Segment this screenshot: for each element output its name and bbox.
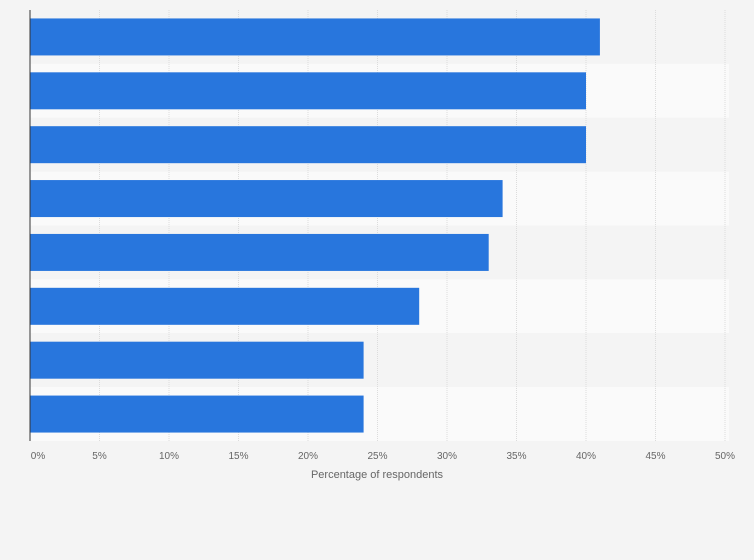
x-tick-label: 45% — [645, 451, 665, 462]
x-tick-label: 5% — [92, 451, 107, 462]
bar[interactable] — [30, 72, 586, 110]
bar[interactable] — [30, 233, 489, 271]
bar[interactable] — [30, 395, 364, 433]
x-tick-label: 20% — [298, 451, 318, 462]
x-tick-label: 50% — [715, 451, 735, 462]
x-tick-label: 40% — [576, 451, 596, 462]
x-axis-label: Percentage of respondents — [311, 469, 444, 481]
bar[interactable] — [30, 287, 420, 325]
bar[interactable] — [30, 18, 600, 56]
x-tick-label: 35% — [506, 451, 526, 462]
x-tick-label: 0% — [31, 451, 46, 462]
x-tick-label: 10% — [159, 451, 179, 462]
x-tick-label: 15% — [228, 451, 248, 462]
x-axis-ticks: 0% 5% 10% 15% 20% 25% 30% 35% 40% 45% 50% — [31, 451, 735, 462]
bar[interactable] — [30, 126, 586, 164]
x-tick-label: 30% — [437, 451, 457, 462]
bar[interactable] — [30, 180, 503, 218]
bars — [30, 18, 600, 433]
x-tick-label: 25% — [367, 451, 387, 462]
bar[interactable] — [30, 341, 364, 379]
